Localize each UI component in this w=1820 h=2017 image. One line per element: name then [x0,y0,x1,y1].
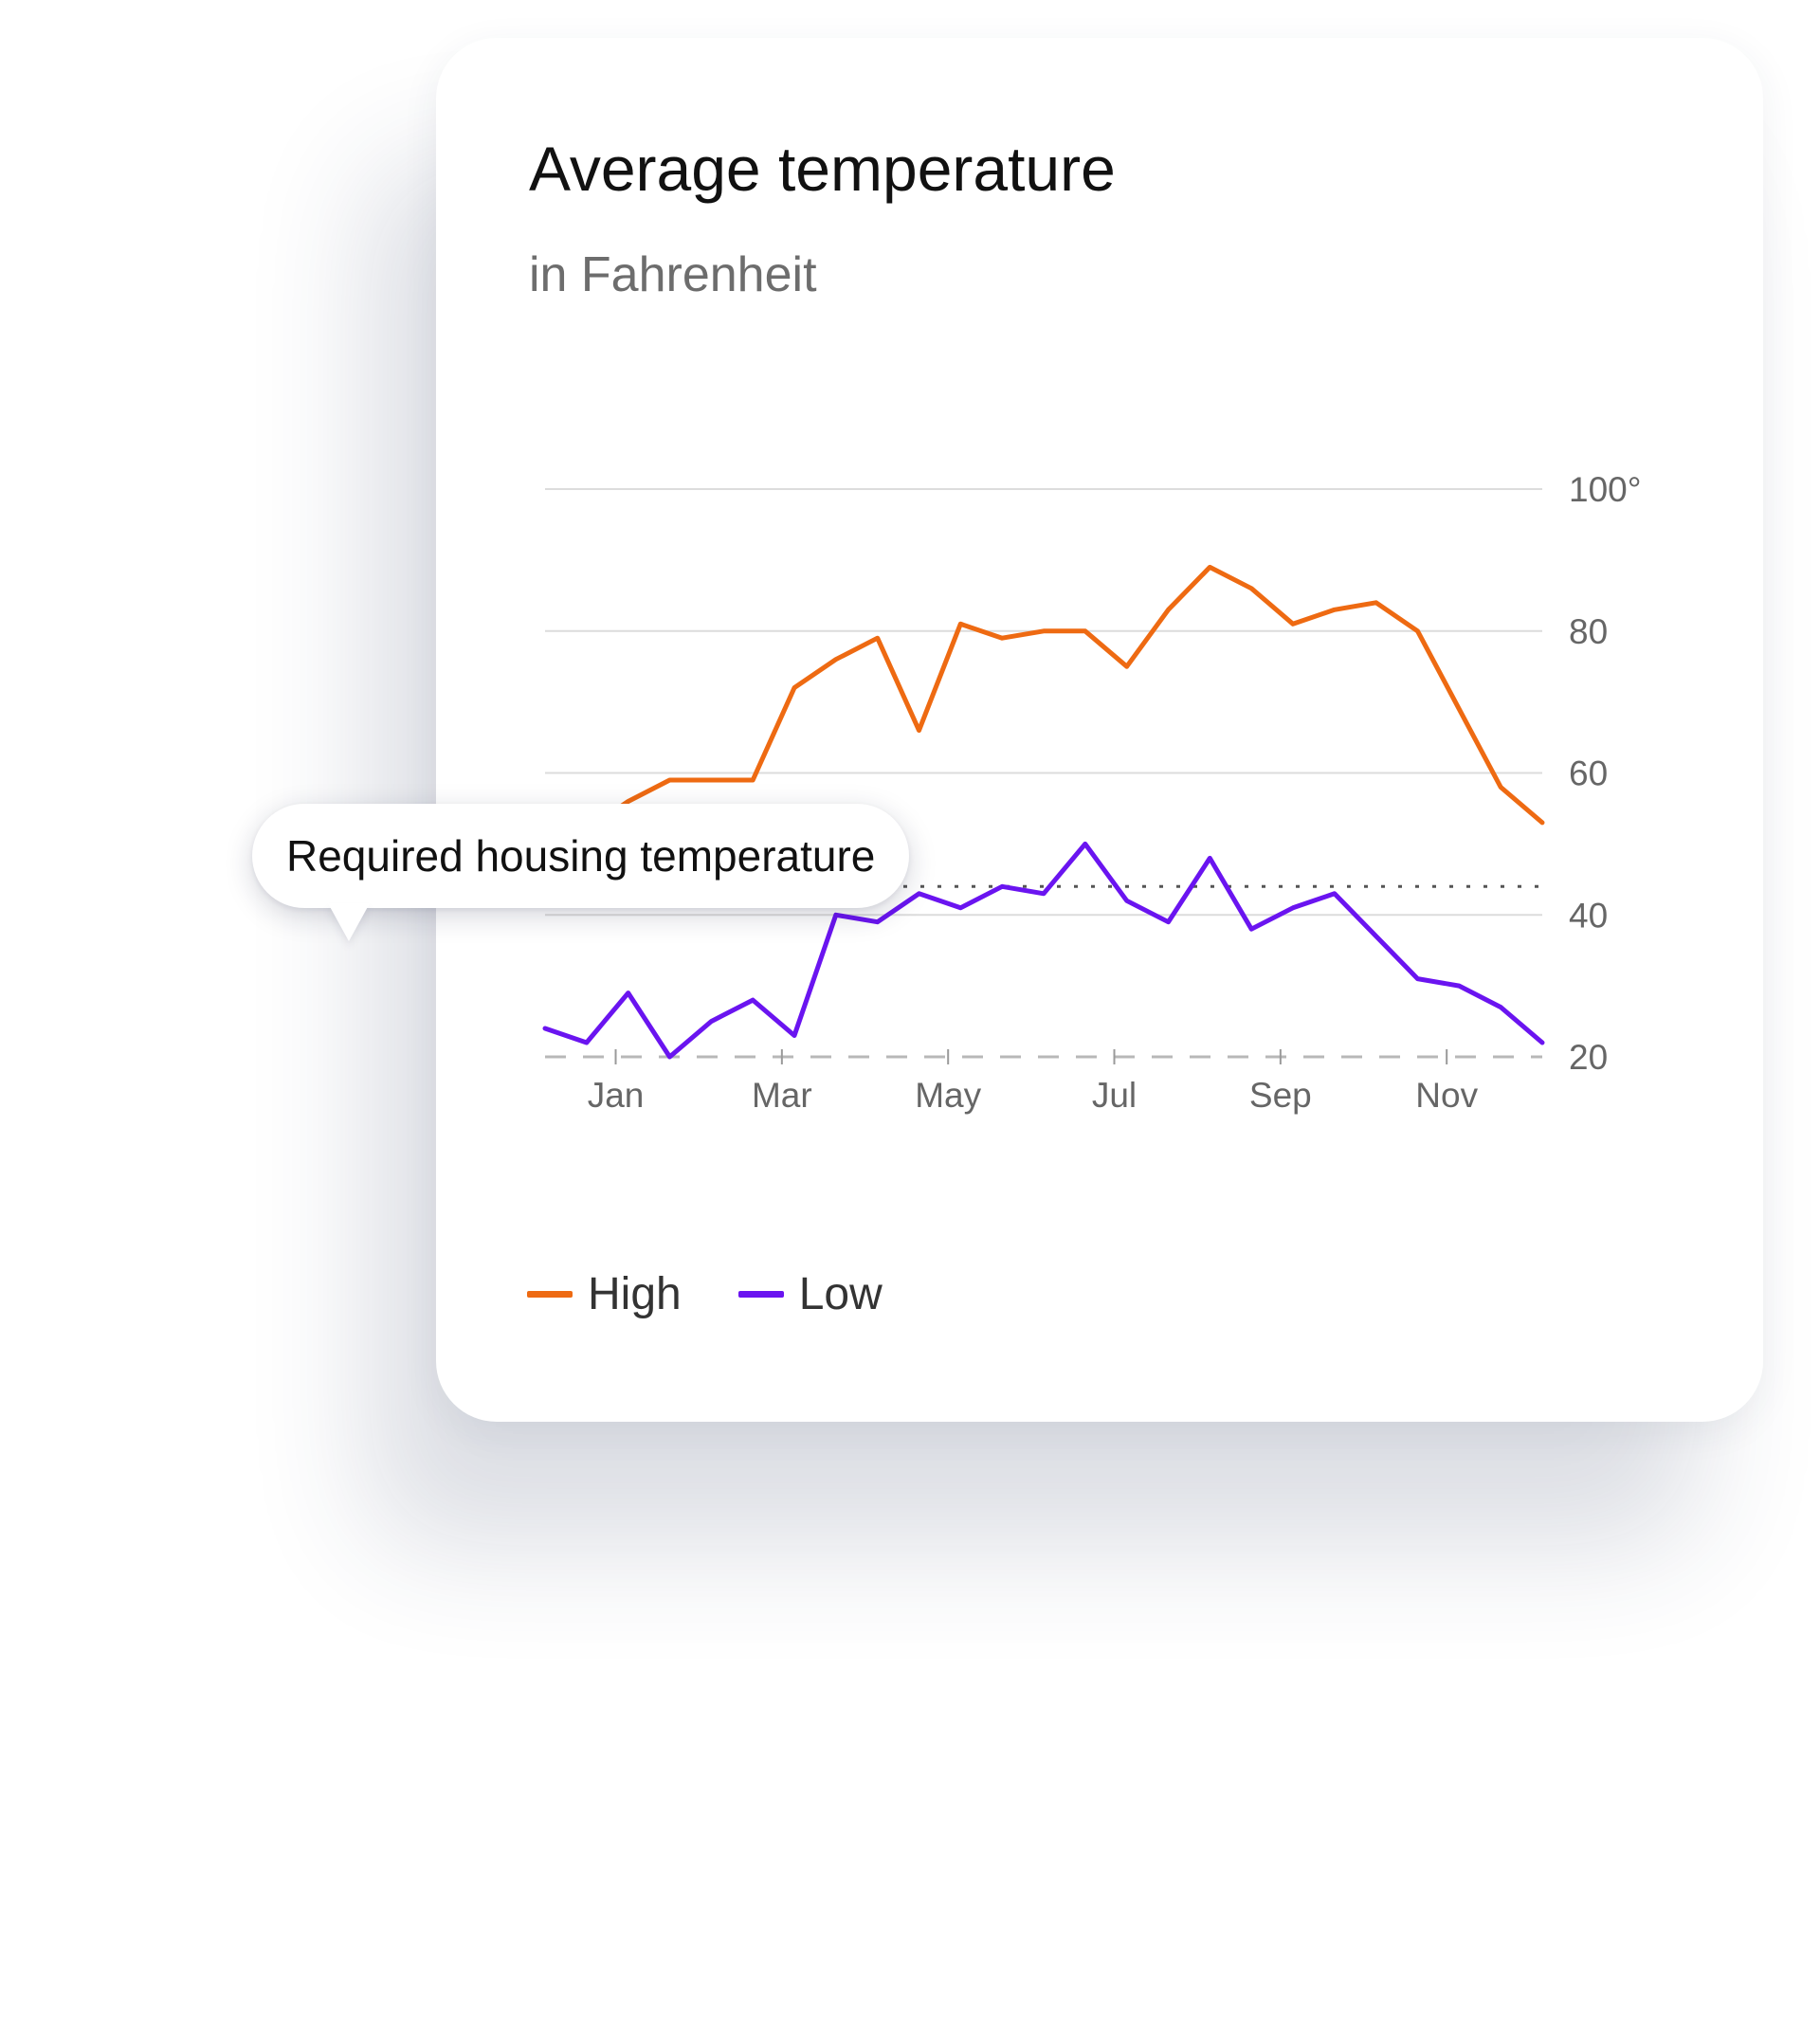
legend-swatch-low [737,1291,784,1298]
y-tick-label: 100° [1569,470,1642,509]
x-tick-label: Sep [1249,1076,1312,1115]
chart-subtitle: in Fahrenheit [529,247,817,302]
y-tick-label: 40 [1569,896,1608,935]
x-tick-label: Jul [1092,1076,1137,1115]
series-layer [542,564,1545,1060]
legend-swatch-high [527,1291,573,1298]
x-tick-label: Mar [752,1076,812,1115]
grid-layer [545,488,1542,1059]
x-tick-label: Nov [1415,1076,1478,1115]
legend-item-high[interactable]: High [527,1268,682,1320]
x-tick-label: Jan [588,1076,645,1115]
series-line-low [542,841,1545,1060]
legend-label-low: Low [798,1269,883,1319]
chart-card [436,38,1763,1422]
x-tick-label: May [915,1076,981,1115]
reference-tooltip: Required housing temperature [252,804,910,908]
y-tick-label: 20 [1569,1038,1608,1077]
tooltip-text: Required housing temperature [286,831,876,881]
y-tick-label: 80 [1569,612,1608,651]
legend-item-low[interactable]: Low [737,1268,883,1320]
axis-layer: 100° 80 60 40 20 Jan Mar May Jul Sep Nov [588,470,1642,1115]
series-line-high [542,564,1545,846]
chart-title: Average temperature [529,134,1116,204]
y-tick-label: 60 [1569,754,1608,793]
tooltip-pointer [328,903,370,941]
chart-legend: High Low [527,1268,939,1320]
legend-label-high: High [588,1269,682,1319]
